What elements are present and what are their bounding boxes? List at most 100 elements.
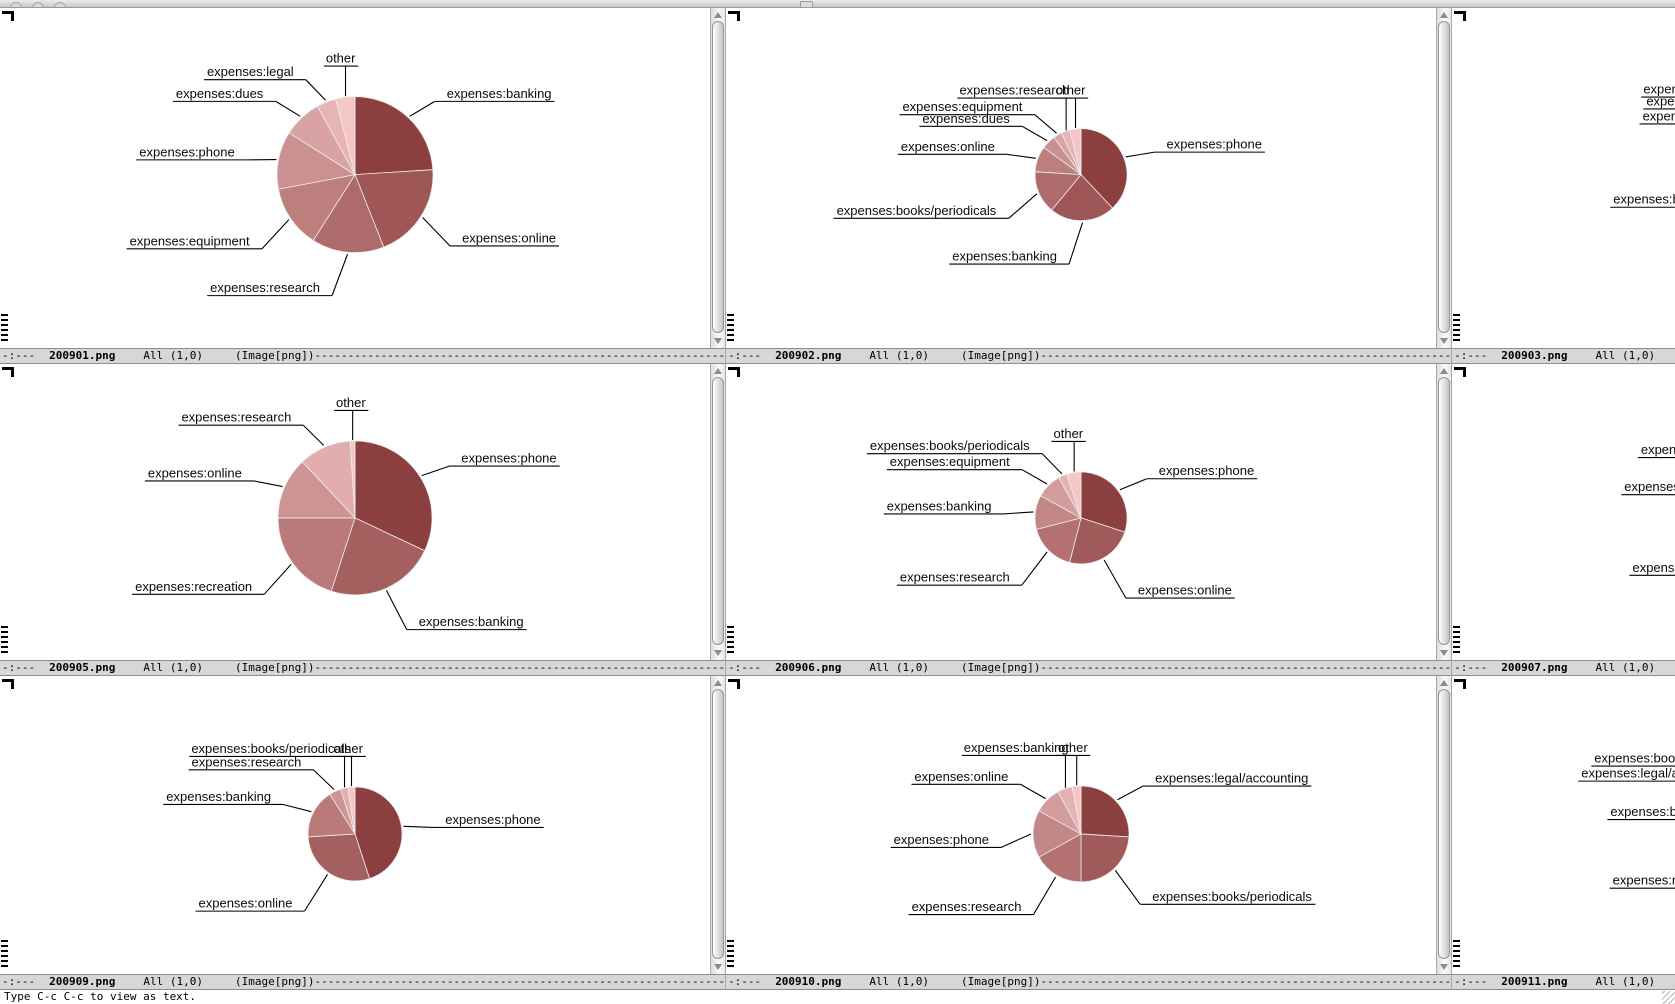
image-buffer[interactable]: expenses:phoneexpenses:equipmentexpenses… (1452, 8, 1675, 348)
scrollbar[interactable] (710, 676, 726, 974)
fringe-bottom-dashes-icon (1, 626, 8, 655)
fringe-bottom-dashes-icon (1453, 314, 1461, 343)
modeline-dashes: ----------------------------------------… (314, 661, 726, 674)
modeline-position: All (1,0) (1595, 349, 1656, 362)
pie-chart: expenses:phone expenses:online expenses:ba… (163, 741, 544, 912)
modeline-prefix: -:--- (2, 349, 36, 362)
svg-text:expenses:books/periodicals: expenses:books/periodicals (1643, 82, 1675, 97)
svg-text:expenses:phone: expenses:phone (1167, 137, 1262, 152)
modeline-position: All (1,0) (143, 661, 203, 674)
modeline-position: All (1,0) (869, 975, 930, 988)
svg-text:expenses:equipment: expenses:equipment (903, 99, 1023, 114)
svg-text:other: other (326, 51, 356, 66)
scroll-down-arrow-icon[interactable] (714, 650, 723, 656)
svg-text:expenses:online: expenses:online (914, 769, 1008, 784)
pie-chart: expenses:researchexpenses:books/periodic… (1621, 442, 1675, 576)
modeline[interactable]: -:--- 200910.png All (1,0) (Image[png]) … (726, 974, 1452, 990)
modeline-prefix: -:--- (1454, 661, 1488, 674)
scrollbar[interactable] (710, 8, 726, 348)
modeline[interactable]: -:--- 200901.png All (1,0) (Image[png]) … (0, 348, 726, 364)
modeline-position: All (1,0) (1595, 975, 1656, 988)
scrollbar-thumb[interactable] (1438, 21, 1451, 333)
svg-text:expenses:banking: expenses:banking (1610, 804, 1675, 819)
modeline[interactable]: -:--- 200903.png All (1,0) (Image[png]) … (1452, 348, 1675, 364)
image-buffer[interactable]: expenses:phone expenses:online expenses:re… (726, 364, 1452, 660)
modeline-prefix: -:--- (1454, 975, 1488, 988)
image-buffer[interactable]: expenses:phone expenses:banking expenses:r… (0, 364, 726, 660)
fringe-bottom-dashes-icon (727, 940, 735, 969)
scroll-down-arrow-icon[interactable] (714, 964, 723, 970)
scroll-up-arrow-icon[interactable] (1440, 680, 1449, 686)
scroll-up-arrow-icon[interactable] (714, 12, 723, 18)
scrollbar-thumb[interactable] (712, 689, 725, 959)
emacs-window: expenses:phoneexpenses:equipmentexpenses… (1452, 8, 1675, 364)
image-buffer[interactable]: expenses:banking expenses:online expenses:… (0, 8, 726, 348)
image-buffer[interactable]: expenses:phone expenses:online expenses:ba… (0, 676, 726, 974)
scrollbar-thumb[interactable] (712, 377, 725, 645)
svg-text:expenses:online: expenses:online (901, 139, 995, 154)
svg-text:other: other (333, 741, 363, 756)
scroll-down-arrow-icon[interactable] (714, 338, 723, 344)
modeline-filename: 200905.png (49, 661, 116, 674)
svg-text:expenses:equipment: expenses:equipment (130, 233, 250, 248)
modeline-position: All (1,0) (869, 349, 930, 362)
svg-text:expenses:research: expenses:research (192, 754, 302, 769)
svg-text:expenses:phone: expenses:phone (445, 812, 540, 827)
fringe-bottom-dashes-icon (727, 626, 735, 655)
modeline-filename: 200902.png (775, 349, 842, 362)
scroll-down-arrow-icon[interactable] (1440, 650, 1449, 656)
modeline-filename: 200907.png (1501, 661, 1568, 674)
modeline[interactable]: -:--- 200909.png All (1,0) (Image[png]) … (0, 974, 726, 990)
emacs-window: expenses:legal/accounting expenses:books/… (726, 676, 1453, 990)
modeline[interactable]: -:--- 200905.png All (1,0) (Image[png]) … (0, 660, 726, 676)
echo-message: Type C-c C-c to view as text. (4, 990, 197, 1003)
pie-chart: expenses:banking expenses:online expenses:… (126, 51, 560, 297)
pie-chart: expenses:onlineexpenses:phoneexpenses:re… (1578, 751, 1675, 889)
svg-text:expenses:banking: expenses:banking (447, 86, 552, 101)
fringe-top-angle-icon (1454, 367, 1467, 377)
emacs-window: expenses:researchexpenses:books/periodic… (1452, 364, 1675, 676)
svg-text:expenses:equipment: expenses:equipment (890, 454, 1010, 469)
modeline-filename: 200911.png (1501, 975, 1568, 988)
image-buffer[interactable]: expenses:onlineexpenses:phoneexpenses:re… (1452, 676, 1675, 974)
modeline-position: All (1,0) (869, 661, 930, 674)
modeline[interactable]: -:--- 200911.png All (1,0) (Image[png]) … (1452, 974, 1675, 990)
pie-chart: expenses:legal/accounting expenses:books/… (890, 740, 1316, 916)
resize-grip-icon[interactable] (1662, 991, 1675, 1004)
modeline-prefix: -:--- (2, 661, 36, 674)
scroll-down-arrow-icon[interactable] (1440, 338, 1449, 344)
modeline-prefix: -:--- (728, 661, 762, 674)
modeline[interactable]: -:--- 200902.png All (1,0) (Image[png]) … (726, 348, 1452, 364)
svg-text:expenses:online: expenses:online (1138, 583, 1232, 598)
emacs-window: expenses:phone expenses:banking expenses:b… (726, 8, 1453, 364)
image-buffer[interactable]: expenses:researchexpenses:books/periodic… (1452, 364, 1675, 660)
document-proxy-icon (800, 1, 813, 7)
scroll-up-arrow-icon[interactable] (714, 680, 723, 686)
modeline-position: All (1,0) (143, 349, 203, 362)
image-buffer[interactable]: expenses:phone expenses:banking expenses:b… (726, 8, 1452, 348)
emacs-window: expenses:phone expenses:online expenses:ba… (0, 676, 727, 990)
scroll-down-arrow-icon[interactable] (1440, 964, 1449, 970)
scrollbar-thumb[interactable] (1438, 377, 1451, 645)
scroll-up-arrow-icon[interactable] (1440, 368, 1449, 374)
svg-text:other: other (1058, 740, 1088, 755)
svg-text:expenses:books/periodicals: expenses:books/periodicals (837, 203, 997, 218)
svg-text:expenses:research: expenses:research (960, 83, 1070, 98)
scrollbar[interactable] (710, 364, 726, 660)
scroll-up-arrow-icon[interactable] (714, 368, 723, 374)
image-buffer[interactable]: expenses:legal/accounting expenses:books/… (726, 676, 1452, 974)
modeline[interactable]: -:--- 200906.png All (1,0) (Image[png]) … (726, 660, 1452, 676)
scroll-up-arrow-icon[interactable] (1440, 12, 1449, 18)
scrollbar[interactable] (1436, 676, 1452, 974)
fringe-top-angle-icon (2, 367, 14, 377)
svg-text:expenses:books/periodicals: expenses:books/periodicals (1152, 889, 1312, 904)
scrollbar[interactable] (1436, 364, 1452, 660)
scrollbar-thumb[interactable] (712, 21, 725, 333)
scrollbar[interactable] (1436, 8, 1452, 348)
scrollbar-thumb[interactable] (1438, 689, 1451, 959)
modeline[interactable]: -:--- 200907.png All (1,0) (Image[png]) … (1452, 660, 1675, 676)
modeline-mode: (Image[png]) (961, 661, 1041, 674)
svg-text:expenses:research: expenses:research (912, 899, 1022, 914)
fringe-bottom-dashes-icon (1, 940, 8, 969)
